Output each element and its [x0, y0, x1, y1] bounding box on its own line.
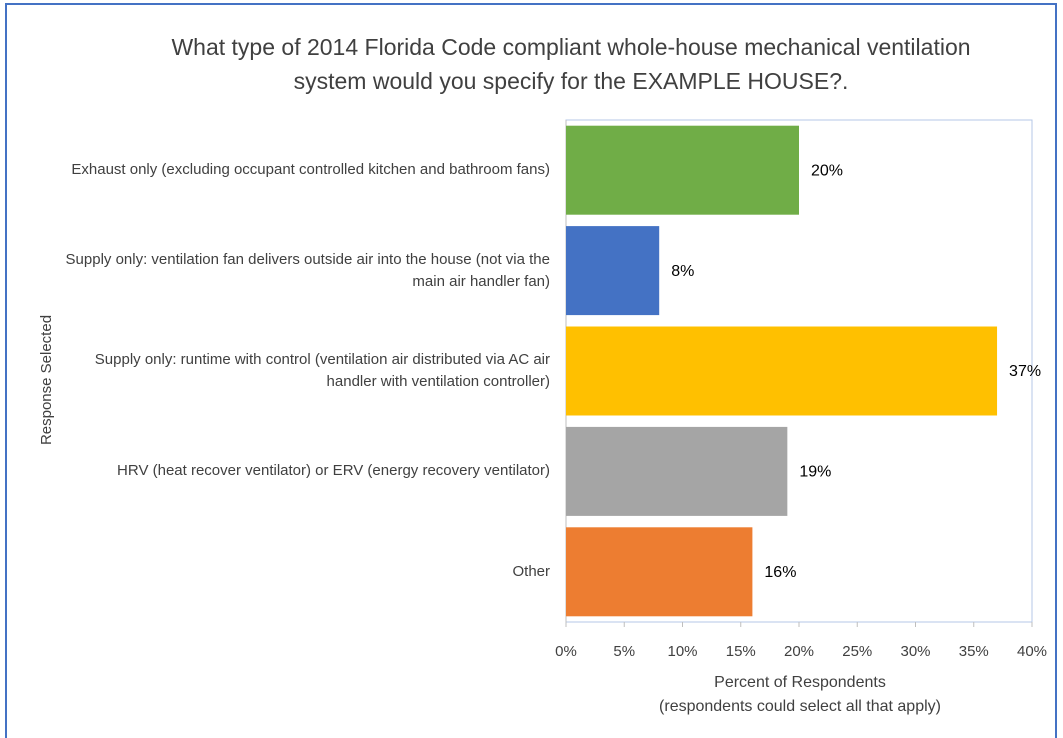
y-tick-label: Exhaust only (excluding occupant control… — [71, 161, 550, 179]
chart-title: What type of 2014 Florida Code compliant… — [171, 34, 971, 94]
y-tick-label: Supply only: ventilation fan delivers ou… — [65, 250, 550, 290]
y-tick-label: HRV (heat recover ventilator) or ERV (en… — [117, 462, 550, 480]
bar — [566, 527, 753, 617]
x-tick-label: 35% — [959, 643, 989, 660]
frame — [5, 3, 1057, 738]
x-tick-label: 40% — [1017, 643, 1047, 660]
y-tick-label: Supply only: runtime with control (venti… — [94, 351, 550, 390]
x-tick-label: 25% — [842, 643, 872, 660]
bar — [566, 326, 998, 416]
x-tick-label: 5% — [613, 643, 635, 660]
bar — [566, 226, 660, 316]
x-axis-label: (respondents could select all that apply… — [659, 698, 941, 715]
y-axis-label: Response Selected — [38, 315, 55, 445]
x-tick-label: 0% — [555, 643, 577, 660]
value-label: 8% — [671, 263, 694, 280]
x-axis-label: Percent of Respondents — [714, 674, 886, 691]
bar — [566, 125, 799, 215]
x-tick-label: 30% — [900, 643, 930, 660]
x-tick-label: 15% — [726, 643, 756, 660]
y-tick-label: Other — [512, 562, 550, 580]
value-label: 37% — [1009, 363, 1041, 380]
value-label: 20% — [811, 162, 843, 179]
value-label: 16% — [764, 564, 796, 581]
x-tick-label: 10% — [667, 643, 697, 660]
x-tick-label: 20% — [784, 643, 814, 660]
value-label: 19% — [799, 464, 831, 481]
bar — [566, 426, 788, 516]
